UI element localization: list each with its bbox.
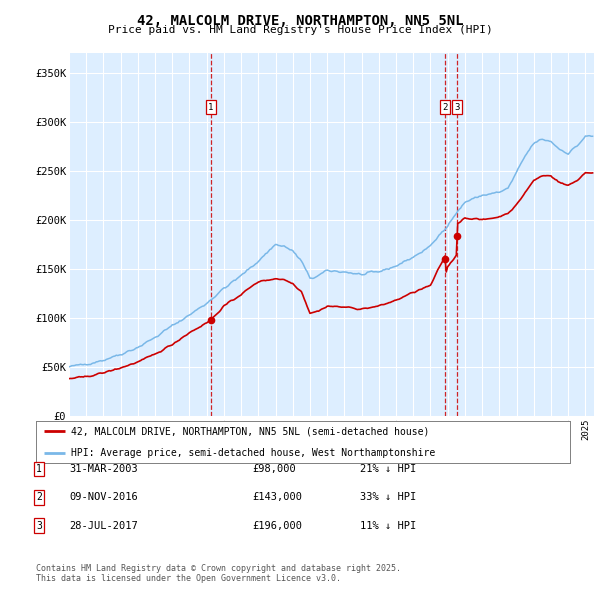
Text: 42, MALCOLM DRIVE, NORTHAMPTON, NN5 5NL (semi-detached house): 42, MALCOLM DRIVE, NORTHAMPTON, NN5 5NL … [71, 427, 429, 436]
Text: 09-NOV-2016: 09-NOV-2016 [69, 493, 138, 502]
Text: 3: 3 [454, 103, 460, 112]
Text: Contains HM Land Registry data © Crown copyright and database right 2025.
This d: Contains HM Land Registry data © Crown c… [36, 563, 401, 583]
Text: 2: 2 [36, 493, 42, 502]
Text: 1: 1 [208, 103, 214, 112]
Text: 33% ↓ HPI: 33% ↓ HPI [360, 493, 416, 502]
Text: 1: 1 [36, 464, 42, 474]
Text: 28-JUL-2017: 28-JUL-2017 [69, 521, 138, 530]
Text: 21% ↓ HPI: 21% ↓ HPI [360, 464, 416, 474]
Text: 31-MAR-2003: 31-MAR-2003 [69, 464, 138, 474]
Text: 3: 3 [36, 521, 42, 530]
Text: 2: 2 [442, 103, 448, 112]
Text: £143,000: £143,000 [252, 493, 302, 502]
Text: Price paid vs. HM Land Registry's House Price Index (HPI): Price paid vs. HM Land Registry's House … [107, 25, 493, 35]
Text: £98,000: £98,000 [252, 464, 296, 474]
Text: 11% ↓ HPI: 11% ↓ HPI [360, 521, 416, 530]
Text: 42, MALCOLM DRIVE, NORTHAMPTON, NN5 5NL: 42, MALCOLM DRIVE, NORTHAMPTON, NN5 5NL [137, 14, 463, 28]
Text: £196,000: £196,000 [252, 521, 302, 530]
Text: HPI: Average price, semi-detached house, West Northamptonshire: HPI: Average price, semi-detached house,… [71, 448, 435, 457]
